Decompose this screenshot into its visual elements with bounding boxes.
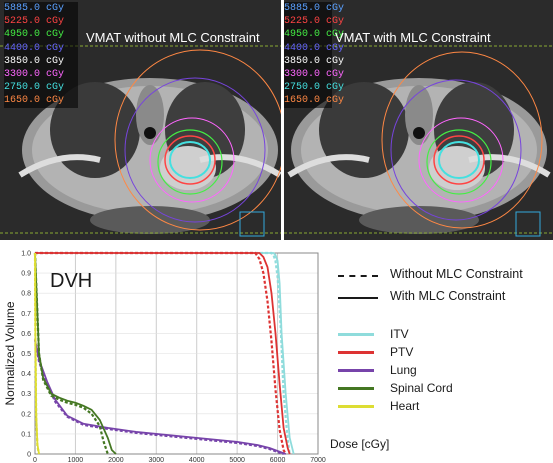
y-tick-label: 0.7 xyxy=(21,311,31,318)
isodose-level: 5225.0 cGy xyxy=(4,16,65,28)
isodose-level: 1650.0 cGy xyxy=(284,95,345,107)
isodose-level: 4950.0 cGy xyxy=(4,29,65,41)
y-tick-label: 0.1 xyxy=(21,431,31,438)
y-tick-label: 0.4 xyxy=(21,371,31,378)
legend-label: PTV xyxy=(390,345,414,359)
spinal-cord-swatch xyxy=(338,387,374,390)
isodose-level: 2750.0 cGy xyxy=(4,82,65,94)
dvh-lung-with-mlc xyxy=(34,339,287,455)
ptv-swatch xyxy=(338,351,374,354)
isodose-level: 4400.0 cGy xyxy=(284,42,345,54)
chart-title: DVH xyxy=(50,270,92,292)
panel-title-with-mlc: VMAT with MLC Constraint xyxy=(335,30,491,45)
dvh-chart: 0 1000 2000 3000 4000 5000 6000 7000 0 0.1 0.2 0.3 0… xyxy=(3,251,389,463)
dvh-spinal-cord-with-mlc xyxy=(34,252,117,455)
isodose-level: 1650.0 cGy xyxy=(4,95,65,107)
itv-swatch xyxy=(338,333,374,336)
x-tick-label: 2000 xyxy=(108,457,124,463)
ct-image-with-mlc: 5885.0 cGy 5225.0 cGy 4950.0 cGy 4400.0 … xyxy=(284,0,553,240)
dvh-lung-without-mlc xyxy=(33,339,284,456)
y-tick-label: 0.8 xyxy=(21,291,31,298)
isodose-level: 5225.0 cGy xyxy=(284,16,345,28)
y-tick-label: 0.9 xyxy=(21,271,31,278)
x-tick-label: 5000 xyxy=(229,457,245,463)
isodose-level: 2750.0 cGy xyxy=(284,82,345,94)
x-tick-label: 1000 xyxy=(68,457,84,463)
isodose-level: 3300.0 cGy xyxy=(284,69,345,81)
isodose-level: 5885.0 cGy xyxy=(284,3,345,14)
dvh-heart-with-mlc xyxy=(34,252,40,455)
dvh-curves xyxy=(33,251,295,456)
axis-ticks: 0 1000 2000 3000 4000 5000 6000 7000 0 0.1 0.2 0.3 0… xyxy=(21,251,326,463)
x-tick-label: 4000 xyxy=(189,457,205,463)
x-tick-label: 6000 xyxy=(270,457,286,463)
isodose-level: 3300.0 cGy xyxy=(4,69,65,81)
y-tick-label: 0.2 xyxy=(21,411,31,418)
isodose-level: 5885.0 cGy xyxy=(4,3,65,14)
isodose-level: 3850.0 cGy xyxy=(284,55,345,67)
legend-label: Spinal Cord xyxy=(390,381,453,395)
y-tick-label: 0.6 xyxy=(21,331,31,338)
x-tick-label: 3000 xyxy=(148,457,164,463)
y-tick-label: 0.3 xyxy=(21,391,31,398)
solid-line-swatch xyxy=(338,297,378,299)
legend-label: Lung xyxy=(390,363,417,377)
legend-label: Heart xyxy=(390,399,420,413)
legend-label: Without MLC Constraint xyxy=(390,267,523,281)
heart-swatch xyxy=(338,405,374,408)
y-tick-label: 1.0 xyxy=(21,251,31,258)
ct-image-without-mlc: 5885.0 cGy 5225.0 cGy 4950.0 cGy 4400.0 … xyxy=(0,0,281,240)
dvh-itv-with-mlc xyxy=(35,252,295,455)
isodose-legend-right: 5885.0 cGy 5225.0 cGy 4950.0 cGy 4400.0 … xyxy=(284,2,345,108)
isodose-legend-left: 5885.0 cGy 5225.0 cGy 4950.0 cGy 4400.0 … xyxy=(4,2,78,108)
lung-swatch xyxy=(338,369,374,372)
chart-legend: Without MLC Constraint With MLC Constrai… xyxy=(338,263,553,423)
isodose-level: 4400.0 cGy xyxy=(4,42,65,54)
y-tick-label: 0.5 xyxy=(21,351,31,358)
legend-label: ITV xyxy=(390,327,409,341)
dvh-ptv-without-mlc xyxy=(35,251,287,455)
x-tick-label: 0 xyxy=(33,457,37,463)
x-axis-label: Dose [cGy] xyxy=(330,437,389,451)
x-tick-label: 7000 xyxy=(310,457,326,463)
isodose-level: 3850.0 cGy xyxy=(4,55,65,67)
y-tick-label: 0 xyxy=(27,452,31,459)
legend-label: With MLC Constraint xyxy=(390,289,506,303)
ct-slice-left xyxy=(0,0,281,240)
dvh-ptv-with-mlc xyxy=(35,252,291,455)
y-axis-label: Normalized Volume xyxy=(3,301,17,405)
dashed-line-swatch xyxy=(338,275,378,277)
panel-title-without-mlc: VMAT without MLC Constraint xyxy=(86,30,260,45)
isodose-level: 4950.0 cGy xyxy=(284,29,345,41)
